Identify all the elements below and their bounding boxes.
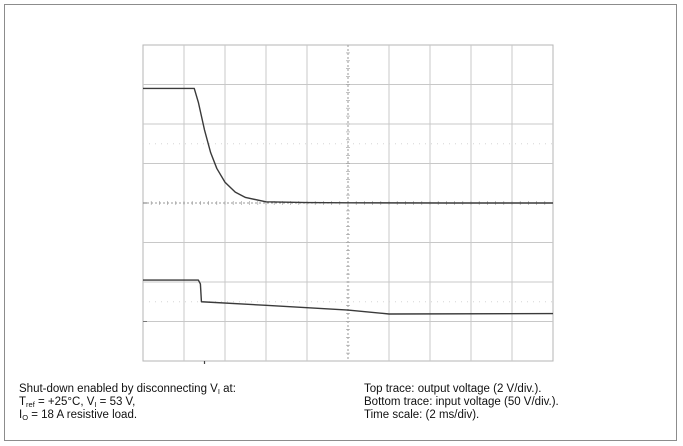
caption-line-2: Tref = +25°C, VI = 53 V,: [19, 396, 136, 409]
bottom-trace-description: Bottom trace: input voltage (50 V/div.).: [364, 396, 559, 408]
top-trace-description: Top trace: output voltage (2 V/div.).: [364, 383, 542, 395]
time-scale-description: Time scale: (2 ms/div).: [364, 409, 480, 421]
oscilloscope-plot: [142, 44, 554, 364]
caption-line-3: IO = 18 A resistive load.: [19, 409, 138, 422]
input-voltage-trace: [143, 279, 554, 315]
scope-grid: [142, 44, 554, 364]
figure-frame: Shut-down enabled by disconnecting VI at…: [4, 4, 677, 441]
trace-legend-caption: Top trace: output voltage (2 V/div.). Bo…: [364, 383, 559, 422]
output-voltage-trace: [143, 87, 553, 204]
test-conditions-caption: Shut-down enabled by disconnecting VI at…: [19, 383, 236, 422]
caption-line-1: Shut-down enabled by disconnecting VI at…: [19, 383, 236, 396]
scope-traces: [143, 87, 554, 322]
